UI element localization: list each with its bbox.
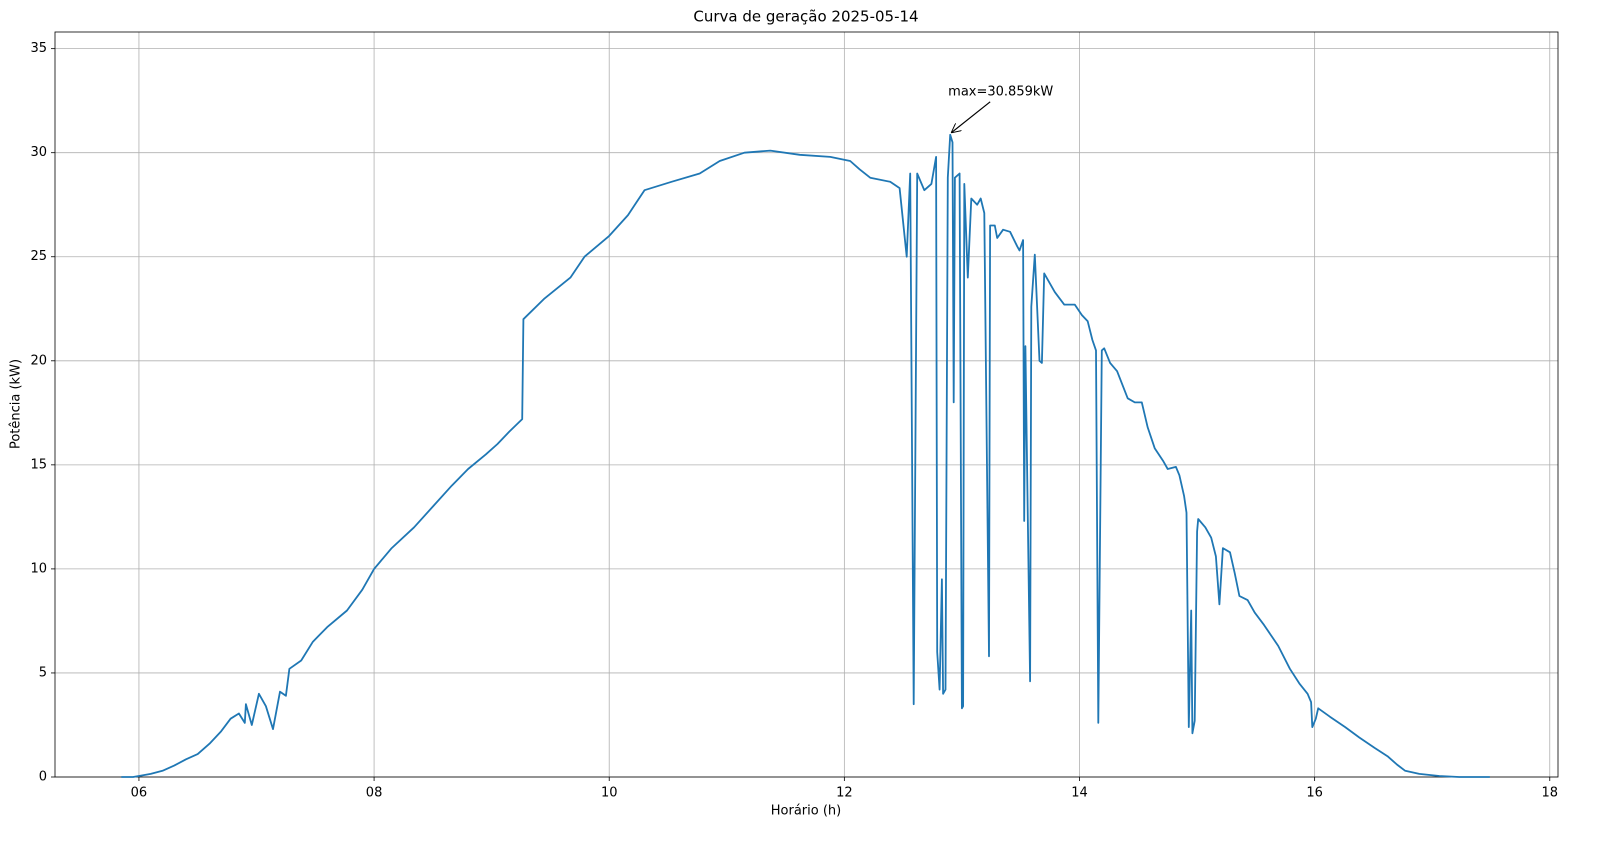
- y-tick-label: 20: [30, 353, 47, 368]
- chart-title: Curva de geração 2025-05-14: [693, 8, 918, 26]
- y-axis-label: Potência (kW): [9, 359, 24, 449]
- annotation-text: max=30.859kW: [948, 84, 1053, 99]
- x-tick-label: 18: [1541, 786, 1558, 801]
- x-tick-label: 12: [836, 786, 853, 801]
- y-tick-label: 25: [30, 249, 47, 264]
- data-line: [121, 133, 1490, 778]
- plot-frame: [54, 31, 1559, 778]
- y-tick-label: 30: [30, 145, 47, 160]
- y-tick-label: 10: [30, 561, 47, 576]
- y-tick-label: 5: [39, 665, 47, 680]
- x-tick-label: 14: [1071, 786, 1088, 801]
- x-axis-label: Horário (h): [771, 804, 841, 819]
- x-tick-label: 10: [601, 786, 618, 801]
- y-tick-label: 35: [30, 41, 47, 56]
- x-tick-label: 16: [1306, 786, 1323, 801]
- y-tick-label: 0: [39, 770, 47, 785]
- y-tick-label: 15: [30, 457, 47, 472]
- x-tick-label: 08: [366, 786, 383, 801]
- x-tick-label: 06: [131, 786, 148, 801]
- annotation-arrow: [951, 101, 991, 133]
